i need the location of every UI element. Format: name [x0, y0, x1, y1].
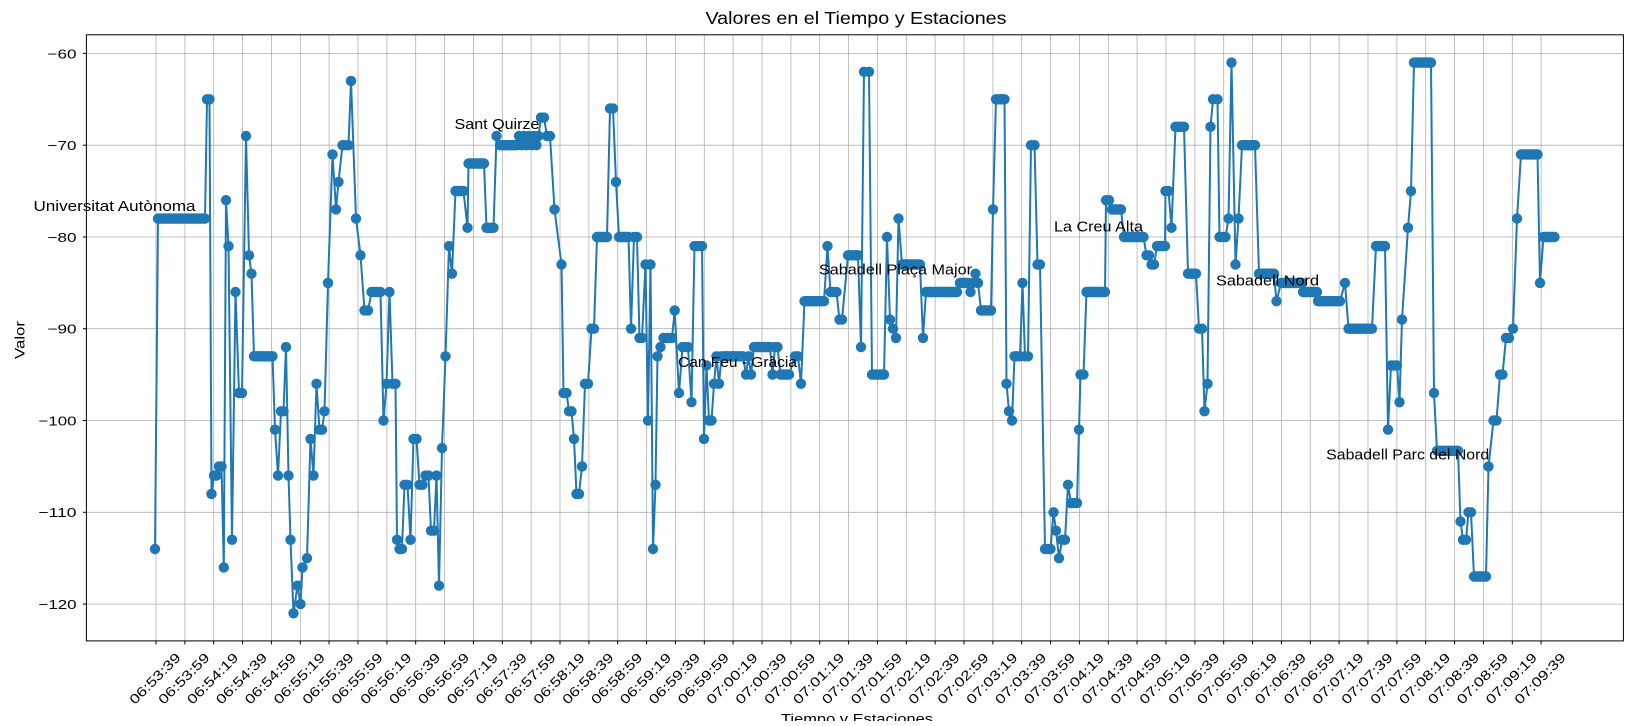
svg-text:−120: −120: [39, 597, 77, 612]
svg-text:Sabadell Nord: Sabadell Nord: [1216, 273, 1319, 289]
svg-text:Universitat Autònoma: Universitat Autònoma: [34, 199, 197, 215]
svg-text:Sant Quirze: Sant Quirze: [455, 117, 540, 133]
svg-text:−110: −110: [39, 505, 77, 520]
svg-text:Can Feu - Gràcia: Can Feu - Gràcia: [678, 355, 798, 371]
svg-text:−60: −60: [48, 46, 77, 61]
svg-text:Valores en el Tiempo y Estacio: Valores en el Tiempo y Estaciones: [706, 8, 1007, 28]
svg-text:−80: −80: [48, 230, 77, 245]
svg-text:Sabadell Parc del Nord: Sabadell Parc del Nord: [1326, 448, 1489, 464]
svg-text:La Creu Alta: La Creu Alta: [1054, 220, 1144, 236]
svg-text:Valor: Valor: [13, 320, 28, 359]
svg-text:−70: −70: [48, 138, 77, 153]
svg-text:Sabadell Plaça Major: Sabadell Plaça Major: [819, 263, 972, 279]
svg-text:Tiempo y Estaciones: Tiempo y Estaciones: [781, 712, 933, 722]
svg-text:−90: −90: [48, 322, 77, 337]
svg-text:−100: −100: [39, 413, 77, 428]
